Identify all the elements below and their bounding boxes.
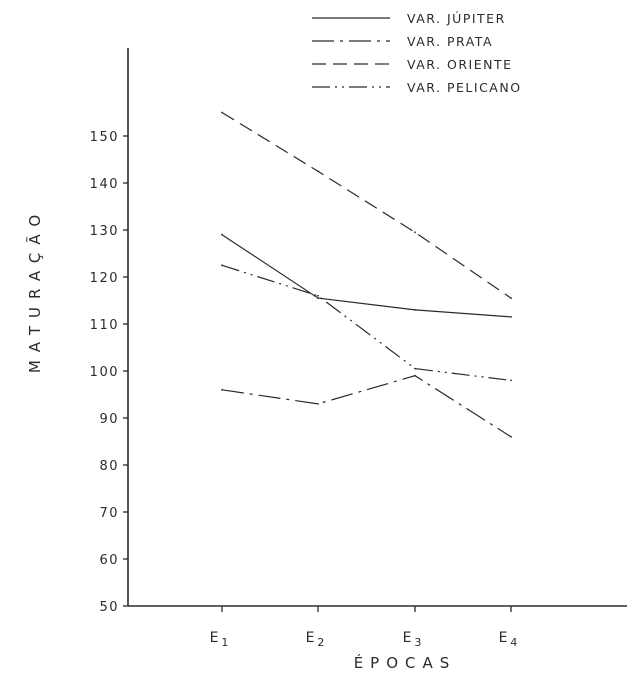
x-axis-label: ÉPOCAS bbox=[354, 653, 457, 672]
y-axis-ticks: 50 60 70 80 90 100 110 120 130 140 150 bbox=[90, 130, 128, 615]
y-tick-label: 70 bbox=[99, 506, 119, 521]
y-tick-label: 140 bbox=[90, 177, 119, 192]
series-line-1 bbox=[221, 375, 512, 438]
series-line-3 bbox=[221, 264, 512, 381]
series-lines bbox=[221, 111, 512, 438]
y-tick-label: 80 bbox=[99, 459, 119, 474]
series-1-point bbox=[510, 435, 512, 438]
series-2-point bbox=[414, 231, 416, 234]
series-0-point bbox=[510, 316, 512, 318]
y-tick-label: 60 bbox=[99, 553, 119, 568]
series-2-point bbox=[510, 297, 512, 299]
series-1-point bbox=[414, 374, 416, 377]
series-3-point bbox=[317, 294, 319, 297]
legend: VAR. JÚPITER VAR. PRATA VAR. ORIENTE VAR. P… bbox=[312, 11, 522, 95]
series-3-point bbox=[510, 379, 512, 382]
series-0-point bbox=[414, 309, 416, 311]
series-line-2 bbox=[221, 111, 512, 299]
series-2-point bbox=[221, 111, 223, 114]
series-2-point bbox=[317, 170, 319, 173]
series-0-point bbox=[317, 297, 319, 299]
legend-label: VAR. ORIENTE bbox=[407, 57, 512, 72]
y-axis-label: MATURAÇÃO bbox=[25, 207, 44, 373]
y-tick-label: 130 bbox=[90, 224, 119, 239]
series-line-0 bbox=[221, 234, 512, 318]
series-3-point bbox=[221, 264, 223, 267]
series-1-point bbox=[317, 403, 319, 405]
y-tick-label: 110 bbox=[90, 318, 119, 333]
y-tick-label: 120 bbox=[90, 271, 119, 286]
y-tick-label: 100 bbox=[90, 365, 119, 380]
legend-label: VAR. JÚPITER bbox=[407, 11, 506, 26]
legend-label: VAR. PRATA bbox=[407, 34, 493, 49]
y-tick-label: 50 bbox=[99, 600, 119, 615]
legend-label: VAR. PELICANO bbox=[407, 80, 522, 95]
axes bbox=[127, 48, 627, 607]
series-3-point bbox=[414, 367, 416, 370]
series-0-point bbox=[221, 233, 223, 236]
y-tick-label: 150 bbox=[90, 130, 119, 145]
y-tick-label: 90 bbox=[99, 412, 119, 427]
series-1-point bbox=[221, 388, 223, 391]
